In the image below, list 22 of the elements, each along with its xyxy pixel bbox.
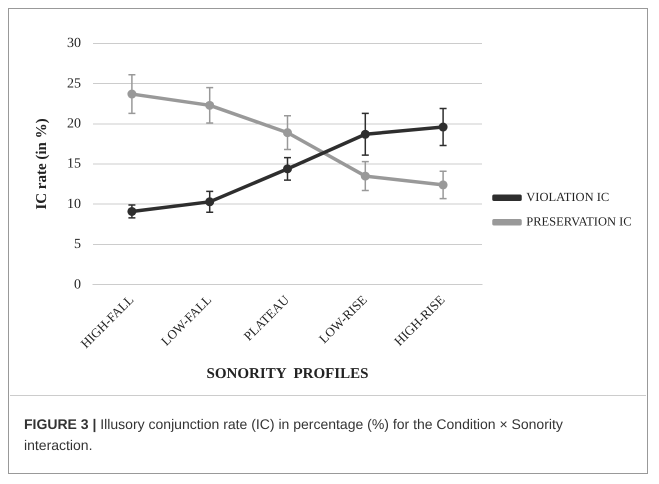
point <box>205 197 214 206</box>
caption: FIGURE 3 | Illusory conjunction rate (IC) in percentage (%) for the Condition × Sonority interaction. <box>24 415 564 455</box>
y-tick-label: 25 <box>67 76 81 92</box>
point <box>283 164 292 174</box>
legend-label: VIOLATION IC <box>526 190 610 204</box>
y-axis-title: IC rate (in %) <box>34 118 50 210</box>
point <box>360 130 370 139</box>
y-tick-label: 10 <box>67 196 81 212</box>
y-tick-label: 30 <box>67 36 81 52</box>
y-tick-label: 15 <box>67 156 81 172</box>
y-tick-label: 20 <box>67 116 81 132</box>
point <box>127 90 136 99</box>
point <box>360 172 370 181</box>
legend-label: PRESERVATION IC <box>526 214 632 229</box>
point <box>283 128 292 138</box>
x-axis-title: SONORITY PROFILES <box>206 366 368 382</box>
y-tick-label: 0 <box>74 277 81 292</box>
point <box>127 206 136 216</box>
point <box>205 100 214 110</box>
point <box>438 122 448 132</box>
point <box>438 180 448 190</box>
y-tick-label: 5 <box>74 237 81 252</box>
